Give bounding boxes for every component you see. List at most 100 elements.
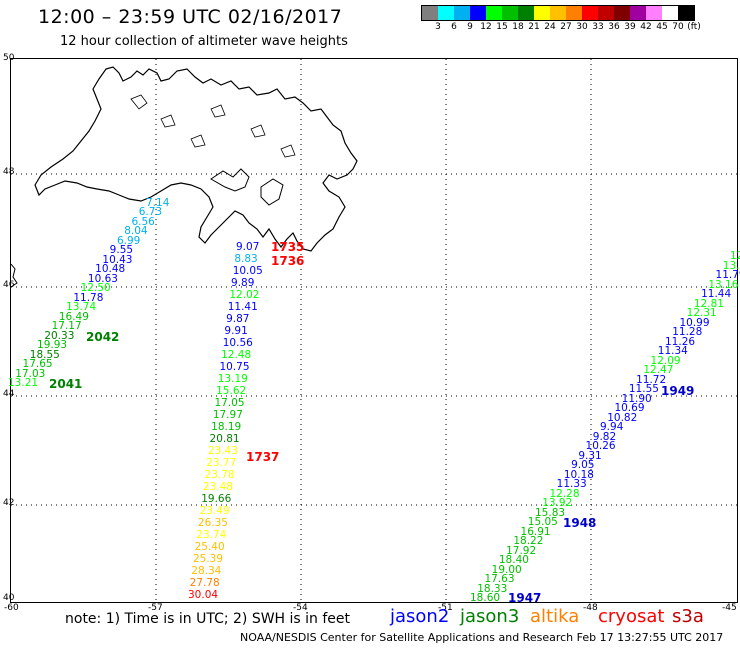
lat-label-50: 50 bbox=[3, 53, 15, 63]
lon-label-45: -45 bbox=[722, 603, 737, 613]
middle-track-value: 23.78 bbox=[204, 469, 235, 481]
legend-label: 9 bbox=[467, 22, 473, 32]
time-label-1736: 1736 bbox=[271, 254, 305, 268]
newfoundland-coastline bbox=[34, 66, 358, 252]
lon-label-54: -54 bbox=[293, 603, 308, 613]
middle-track-value: 23.43 bbox=[207, 445, 238, 457]
right-track-value: 12.09 bbox=[650, 354, 681, 367]
right-track-value: 9.94 bbox=[600, 421, 624, 433]
right-track-value: 11.28 bbox=[672, 326, 703, 338]
right-track-value: 10.69 bbox=[614, 402, 645, 414]
left-track-value: 13.74 bbox=[66, 301, 97, 314]
lon-label-60: -60 bbox=[4, 603, 19, 613]
satellite-jason3: jason3 bbox=[460, 606, 520, 627]
middle-track-value: 23.77 bbox=[206, 457, 237, 469]
legend-swatch bbox=[598, 6, 614, 20]
legend-label: 6 bbox=[451, 22, 457, 32]
legend-swatch bbox=[438, 6, 454, 20]
left-track-value: 19.93 bbox=[37, 339, 68, 352]
legend-swatch bbox=[614, 6, 630, 20]
right-track-value: 12.47 bbox=[643, 364, 674, 376]
right-track-value: 11.72 bbox=[636, 373, 667, 386]
right-track-value: 18.33 bbox=[477, 582, 508, 595]
middle-track-value: 9.91 bbox=[224, 325, 248, 337]
legend-swatch bbox=[678, 6, 694, 20]
right-track-value: 19.00 bbox=[491, 563, 522, 576]
middle-track-value: 19.66 bbox=[201, 493, 232, 505]
legend-swatch bbox=[566, 6, 582, 20]
right-track-value: 9.31 bbox=[578, 449, 602, 462]
right-track-value: 17.63 bbox=[484, 573, 515, 585]
color-legend bbox=[421, 5, 695, 21]
time-label-1735: 1735 bbox=[271, 240, 305, 254]
right-track-value: 12 bbox=[730, 250, 740, 262]
legend-label: 18 bbox=[512, 22, 524, 32]
legend-label: 70 bbox=[672, 22, 684, 32]
middle-track-value: 20.81 bbox=[209, 433, 240, 445]
legend-swatch bbox=[518, 6, 534, 20]
right-track-value: 18.60 bbox=[470, 592, 501, 604]
legend-label: 39 bbox=[624, 22, 636, 32]
right-track-value: 18.40 bbox=[498, 554, 529, 566]
left-track-value: 17.03 bbox=[15, 367, 46, 380]
middle-track-value: 26.35 bbox=[197, 517, 228, 529]
legend-swatch bbox=[422, 6, 438, 20]
legend-label: 36 bbox=[608, 22, 620, 32]
right-track-value: 10.26 bbox=[585, 440, 616, 452]
left-track-value: 11.78 bbox=[73, 291, 104, 304]
legend-swatch bbox=[486, 6, 502, 20]
legend-swatch bbox=[582, 6, 598, 20]
legend-label: 12 bbox=[480, 22, 492, 32]
left-track-value: 10.43 bbox=[102, 253, 133, 266]
legend-swatch bbox=[646, 6, 662, 20]
time-label-2041: 2041 bbox=[49, 377, 83, 391]
middle-track-value: 9.07 bbox=[236, 241, 260, 253]
legend-swatch bbox=[550, 6, 566, 20]
right-track-value: 17.92 bbox=[506, 544, 537, 557]
map-canvas bbox=[11, 59, 737, 602]
middle-track-value: 18.19 bbox=[211, 421, 242, 433]
left-track-value: 6.56 bbox=[131, 215, 155, 228]
middle-track-value: 10.75 bbox=[219, 361, 250, 373]
middle-track-value: 9.87 bbox=[226, 313, 250, 325]
middle-track-value: 30.04 bbox=[188, 589, 219, 601]
left-track-value: 10.63 bbox=[87, 272, 118, 285]
legend-label: 3 bbox=[435, 22, 441, 32]
right-track-value: 13.92 bbox=[542, 497, 573, 509]
legend-swatch bbox=[502, 6, 518, 20]
lat-label-42: 42 bbox=[3, 498, 15, 508]
middle-track-value: 28.34 bbox=[191, 565, 222, 577]
right-track-value: 10.18 bbox=[563, 468, 594, 481]
middle-track-value: 10.05 bbox=[232, 265, 263, 277]
middle-track-value: 25.39 bbox=[192, 553, 224, 565]
middle-track-value: 23.49 bbox=[199, 505, 230, 517]
lon-label-51: -51 bbox=[438, 603, 453, 613]
note-text: note: 1) Time is in UTC; 2) SWH is in fe… bbox=[65, 611, 351, 627]
coast-inlet-1 bbox=[210, 168, 250, 192]
left-track-value: 13.21 bbox=[8, 377, 39, 389]
legend-label: 24 bbox=[544, 22, 556, 32]
cape-breton-coast bbox=[11, 263, 18, 288]
legend-swatch bbox=[454, 6, 470, 20]
right-track-value: 9.05 bbox=[571, 459, 595, 471]
lat-label-44: 44 bbox=[3, 389, 15, 399]
right-track-value: 15.83 bbox=[535, 506, 566, 519]
lon-label-48: -48 bbox=[583, 603, 598, 613]
right-track-value: 12.31 bbox=[686, 307, 717, 319]
right-track-value: 11.34 bbox=[657, 345, 688, 357]
right-track-value: 10.82 bbox=[607, 411, 638, 424]
left-track-value: 10.48 bbox=[95, 263, 126, 276]
middle-track-value: 23.74 bbox=[196, 529, 227, 541]
middle-track-value: 27.78 bbox=[189, 577, 220, 589]
middle-track-value: 8.83 bbox=[234, 253, 258, 265]
right-track-value: 15.05 bbox=[527, 516, 558, 528]
middle-track-value: 13.19 bbox=[217, 373, 248, 385]
legend-label: 30 bbox=[576, 22, 588, 32]
legend-label: (ft) bbox=[687, 22, 701, 32]
right-track-value: 11.90 bbox=[621, 392, 652, 405]
middle-track-value: 15.62 bbox=[216, 385, 247, 397]
left-track-value: 6.99 bbox=[116, 234, 141, 247]
legend-swatch bbox=[534, 6, 550, 20]
graticule bbox=[11, 59, 737, 602]
